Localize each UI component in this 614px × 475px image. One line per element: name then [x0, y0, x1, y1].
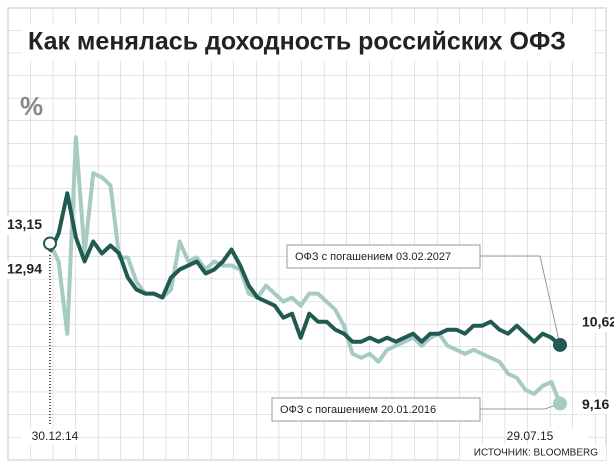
y-axis-label: %	[20, 91, 43, 121]
value-label-box	[578, 396, 614, 415]
title-box	[22, 24, 594, 60]
value-label: 10,62	[582, 314, 614, 330]
x-tick-box	[22, 429, 78, 445]
chart-title: Как менялась доходность российских ОФЗ	[28, 28, 566, 56]
value-label: 9,16	[582, 396, 609, 412]
value-label: 12,94	[7, 261, 42, 277]
end-point	[553, 337, 567, 352]
end-point	[553, 396, 567, 411]
background-grid	[7, 7, 607, 461]
value-label-box	[578, 313, 614, 332]
value-label-box	[0, 260, 46, 279]
value-label-box	[0, 216, 46, 235]
x-tick-label: 29.07.15	[507, 429, 554, 443]
value-label: 13,15	[7, 216, 42, 232]
legend-leader	[480, 255, 561, 346]
start-point	[43, 236, 57, 251]
legend-box	[286, 244, 481, 269]
x-tick-box	[532, 429, 588, 445]
legend-label: ОФЗ с погашением 03.02.2027	[295, 251, 451, 263]
x-tick-label: 30.12.14	[32, 429, 79, 443]
legend-box	[271, 397, 481, 422]
data-line	[48, 135, 562, 405]
data-line	[48, 191, 562, 347]
source: ИСТОЧНИК: BLOOMBERG	[474, 448, 598, 459]
source-box	[460, 445, 606, 460]
legend-label: ОФЗ с погашением 20.01.2016	[280, 404, 436, 416]
